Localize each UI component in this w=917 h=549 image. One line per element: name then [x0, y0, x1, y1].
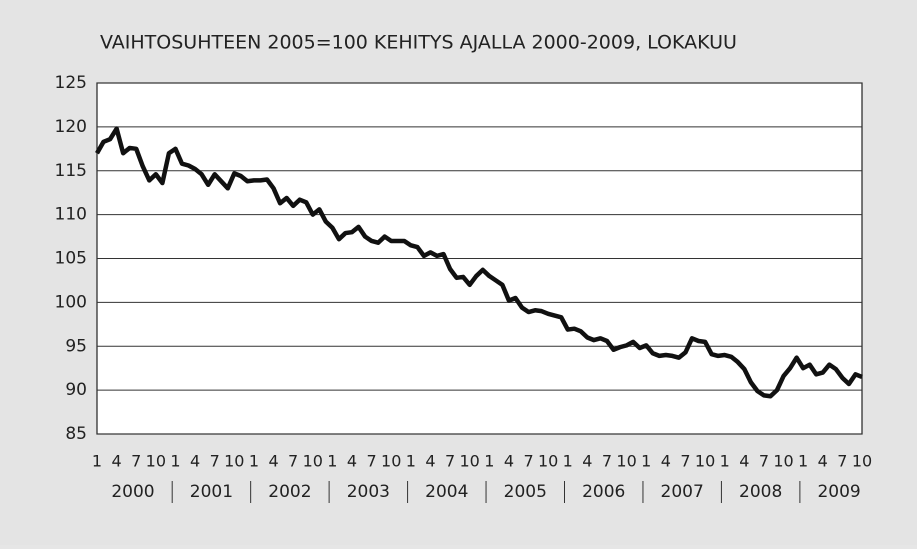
x-tick-label: 7 — [523, 452, 533, 471]
x-tick-label: 4 — [190, 452, 200, 471]
x-tick-label: 10 — [381, 452, 401, 471]
x-tick-label: 7 — [445, 452, 455, 471]
x-tick-label: 1 — [798, 452, 808, 471]
year-label: 2002 — [268, 482, 311, 502]
x-tick-label: 7 — [602, 452, 612, 471]
x-tick-label: 1 — [92, 452, 102, 471]
y-tick-label: 95 — [65, 336, 87, 356]
year-label: 2009 — [817, 482, 860, 502]
year-label: 2000 — [111, 482, 154, 502]
x-tick-label: 10 — [773, 452, 793, 471]
x-tick-label: 1 — [720, 452, 730, 471]
x-tick-label: 7 — [131, 452, 141, 471]
x-tick-label: 1 — [327, 452, 337, 471]
x-tick-label: 10 — [460, 452, 480, 471]
x-tick-label: 10 — [695, 452, 715, 471]
x-tick-label: 10 — [303, 452, 323, 471]
y-tick-label: 100 — [55, 292, 87, 312]
y-tick-label: 85 — [65, 424, 87, 444]
x-tick-label: 4 — [112, 452, 122, 471]
x-tick-label: 1 — [249, 452, 259, 471]
x-tick-label: 7 — [288, 452, 298, 471]
y-tick-label: 105 — [55, 249, 87, 269]
x-tick-label: 10 — [146, 452, 166, 471]
x-tick-label: 10 — [852, 452, 872, 471]
x-tick-label: 4 — [268, 452, 278, 471]
y-tick-label: 115 — [55, 161, 87, 181]
year-label: 2001 — [190, 482, 233, 502]
x-tick-label: 1 — [170, 452, 180, 471]
year-label: 2004 — [425, 482, 468, 502]
y-tick-label: 120 — [55, 117, 87, 137]
x-tick-label: 4 — [582, 452, 592, 471]
year-label: 2006 — [582, 482, 625, 502]
chart-title: VAIHTOSUHTEEN 2005=100 KEHITYS AJALLA 20… — [100, 32, 737, 54]
x-tick-label: 10 — [224, 452, 244, 471]
year-label: 2003 — [347, 482, 390, 502]
x-tick-label: 1 — [563, 452, 573, 471]
x-tick-label: 4 — [425, 452, 435, 471]
x-tick-label: 4 — [739, 452, 749, 471]
y-tick-label: 125 — [55, 73, 87, 93]
year-label: 2007 — [661, 482, 704, 502]
x-tick-label: 4 — [818, 452, 828, 471]
x-tick-label: 1 — [641, 452, 651, 471]
year-label: 2008 — [739, 482, 782, 502]
y-tick-label: 110 — [55, 205, 87, 225]
data-line — [95, 126, 863, 399]
x-tick-label: 1 — [484, 452, 494, 471]
x-tick-label: 10 — [538, 452, 558, 471]
year-label: 2005 — [504, 482, 547, 502]
x-tick-label: 4 — [661, 452, 671, 471]
x-tick-label: 7 — [367, 452, 377, 471]
y-tick-label: 90 — [65, 380, 87, 400]
x-tick-label: 7 — [680, 452, 690, 471]
x-tick-label: 10 — [616, 452, 636, 471]
x-tick-label: 7 — [759, 452, 769, 471]
x-tick-label: 1 — [406, 452, 416, 471]
x-tick-label: 4 — [504, 452, 514, 471]
x-tick-label: 7 — [210, 452, 220, 471]
x-tick-label: 7 — [837, 452, 847, 471]
x-tick-label: 4 — [347, 452, 357, 471]
